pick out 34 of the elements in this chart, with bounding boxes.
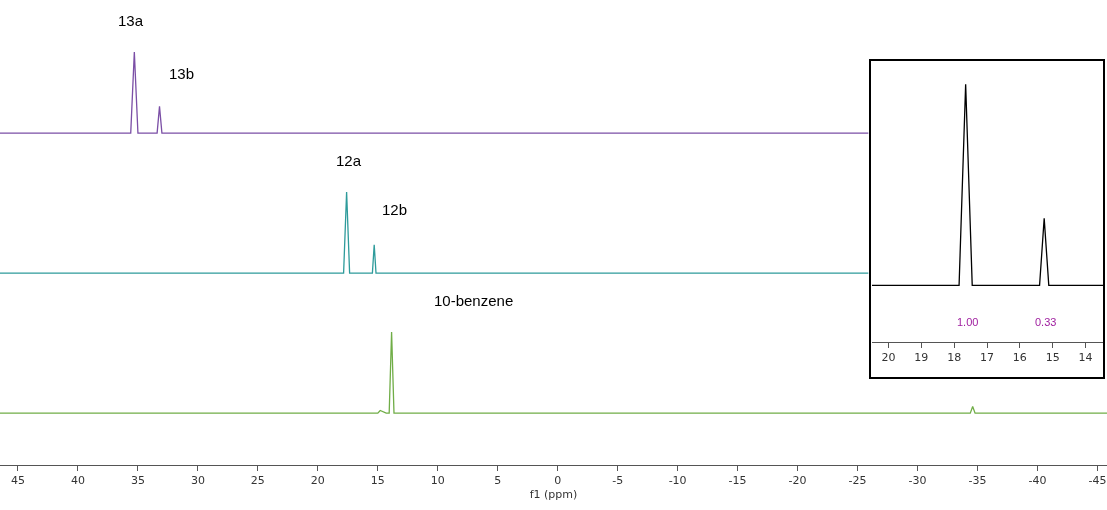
x-tick-label: -35 xyxy=(968,474,987,488)
x-tick-label: 20 xyxy=(881,351,896,365)
annotation: 12b xyxy=(382,201,408,218)
x-tick-label: 0 xyxy=(554,474,562,488)
x-tick-label: 19 xyxy=(914,351,929,365)
x-tick-label: -15 xyxy=(728,474,747,488)
x-tick-label: 14 xyxy=(1078,351,1093,365)
text: 10-benzene xyxy=(434,292,514,309)
x-axis-title: f1 (ppm) xyxy=(529,488,578,502)
x-tick-label: 10 xyxy=(430,474,445,488)
x-tick-label: -10 xyxy=(668,474,687,488)
annotation: 0.33 xyxy=(1035,316,1057,328)
x-tick-label: 45 xyxy=(10,474,25,488)
x-tick-label: 15 xyxy=(370,474,385,488)
annotation: 12a xyxy=(336,152,362,169)
x-tick-label: 25 xyxy=(250,474,265,488)
annotation: 13b xyxy=(169,65,195,82)
x-tick-label: 20 xyxy=(310,474,325,488)
x-tick-label: 5 xyxy=(494,474,502,488)
x-tick-label: -25 xyxy=(848,474,867,488)
annotation: 1.00 xyxy=(957,316,979,328)
x-tick-label: -40 xyxy=(1028,474,1047,488)
x-tick-label: 17 xyxy=(980,351,995,365)
annotation: 13a xyxy=(118,12,144,29)
x-tick-label: 40 xyxy=(70,474,85,488)
x-tick-label: -30 xyxy=(908,474,927,488)
x-tick-label: -45 xyxy=(1088,474,1107,488)
x-tick-label: -20 xyxy=(788,474,807,488)
x-tick-label: 16 xyxy=(1012,351,1027,365)
x-tick-label: 15 xyxy=(1045,351,1060,365)
x-tick-label: 18 xyxy=(947,351,962,365)
x-tick-label: 35 xyxy=(130,474,145,488)
x-tick-label: 30 xyxy=(190,474,205,488)
x-tick-label: -5 xyxy=(612,474,624,488)
